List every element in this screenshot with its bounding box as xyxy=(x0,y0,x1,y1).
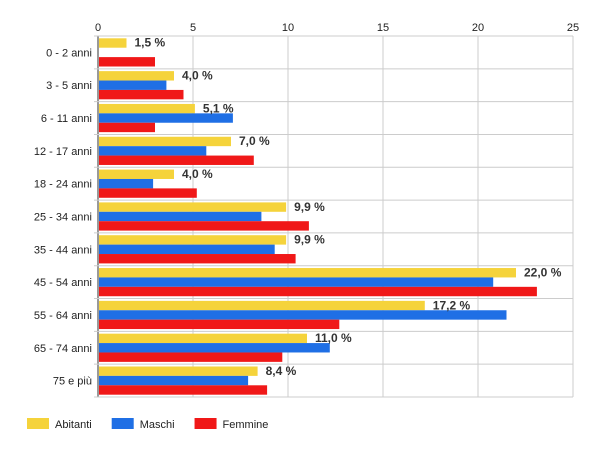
bar-abitanti xyxy=(99,103,195,114)
data-label: 17,2 % xyxy=(433,298,471,312)
legend-swatch xyxy=(194,418,217,429)
bar-femmine xyxy=(99,286,537,297)
bar-maschi xyxy=(99,375,249,386)
bar-maschi xyxy=(99,80,167,90)
data-label: 8,4 % xyxy=(266,364,297,378)
category-label: 25 - 34 anni xyxy=(34,212,92,224)
legend-label: Femmine xyxy=(223,419,269,431)
legend-label: Abitanti xyxy=(55,419,92,431)
x-axis-ticks: 0 5 10 15 20 25 xyxy=(95,22,579,34)
legend: Abitanti Maschi Femmine xyxy=(27,418,268,431)
bar-femmine xyxy=(99,221,309,231)
bar-abitanti xyxy=(99,71,174,81)
data-label: 9,9 % xyxy=(294,200,325,214)
legend-swatch xyxy=(111,418,134,429)
gridlines xyxy=(94,35,574,398)
data-label: 9,9 % xyxy=(294,233,325,247)
bar-maschi xyxy=(99,113,233,123)
bar-abitanti xyxy=(99,235,287,245)
bar-maschi xyxy=(99,211,262,222)
data-label: 4,0 % xyxy=(182,69,213,83)
bar-maschi xyxy=(99,310,507,320)
data-labels: 1,5 % 4,0 % 5,1 % 7,0 % 4,0 % 9,9 % 9,9 % 22,0 … xyxy=(135,36,562,378)
bar-abitanti xyxy=(99,202,287,212)
bar-femmine xyxy=(99,188,197,198)
category-label: 65 - 74 anni xyxy=(34,343,92,355)
bar-femmine xyxy=(99,122,155,133)
bar-abitanti xyxy=(99,333,307,344)
data-label: 11,0 % xyxy=(315,331,352,345)
data-label: 22,0 % xyxy=(524,265,562,279)
x-tick-label: 25 xyxy=(567,22,579,34)
data-label: 5,1 % xyxy=(203,101,234,115)
bar-abitanti xyxy=(99,268,516,278)
category-label: 12 - 17 anni xyxy=(34,146,92,158)
data-label: 7,0 % xyxy=(239,134,270,148)
data-label: 1,5 % xyxy=(135,36,166,50)
x-tick-label: 0 xyxy=(95,22,101,34)
bar-femmine xyxy=(99,89,184,100)
bar-femmine xyxy=(99,254,296,264)
bars xyxy=(99,38,537,395)
bar-abitanti xyxy=(99,366,258,376)
category-label: 18 - 24 anni xyxy=(34,179,92,191)
category-label: 75 e più xyxy=(53,376,92,388)
bar-abitanti xyxy=(99,136,231,147)
bar-maschi xyxy=(99,178,154,189)
bar-femmine xyxy=(99,319,340,330)
bar-abitanti xyxy=(99,169,174,179)
category-label: 6 - 11 anni xyxy=(41,113,92,125)
x-tick-label: 5 xyxy=(190,22,196,34)
bar-femmine xyxy=(99,155,254,165)
data-label: 4,0 % xyxy=(182,167,213,181)
category-label: 45 - 54 anni xyxy=(34,277,92,289)
bar-abitanti xyxy=(99,300,425,311)
bar-maschi xyxy=(99,146,207,156)
bar-abitanti xyxy=(99,38,127,48)
y-axis-categories: 0 - 2 anni 3 - 5 anni 6 - 11 anni 12 - 17 a… xyxy=(34,47,92,387)
bar-maschi xyxy=(99,277,494,287)
bar-femmine xyxy=(99,57,155,67)
legend-swatch xyxy=(27,418,49,429)
legend-label: Maschi xyxy=(140,419,175,431)
category-label: 3 - 5 anni xyxy=(46,80,92,92)
bar-maschi xyxy=(99,244,275,255)
x-tick-label: 15 xyxy=(377,22,389,34)
category-label: 0 - 2 anni xyxy=(46,47,92,59)
bar-femmine xyxy=(99,352,283,362)
x-tick-label: 20 xyxy=(472,22,484,34)
bar-femmine xyxy=(99,385,268,395)
category-label: 35 - 44 anni xyxy=(34,244,92,256)
category-label: 55 - 64 anni xyxy=(34,310,92,322)
bar-maschi xyxy=(99,343,330,353)
x-tick-label: 10 xyxy=(282,22,294,34)
